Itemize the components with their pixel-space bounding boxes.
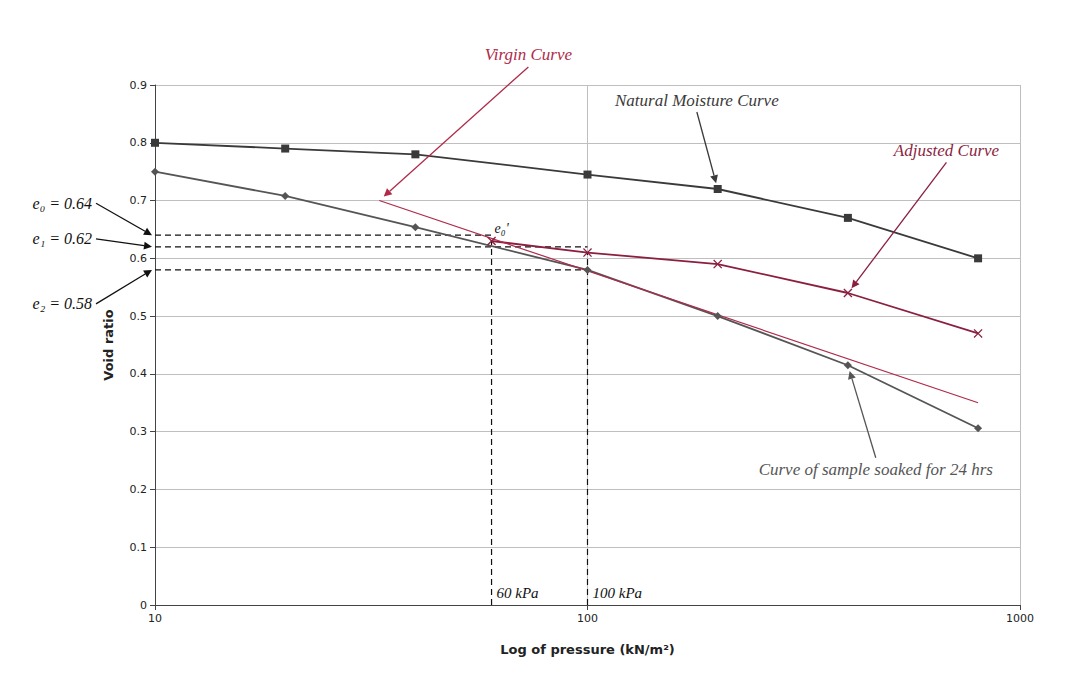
svg-text:Void ratio: Void ratio bbox=[101, 309, 116, 380]
svg-text:0.7: 0.7 bbox=[130, 194, 148, 207]
svg-text:0.6: 0.6 bbox=[130, 252, 148, 265]
svg-text:100: 100 bbox=[577, 612, 598, 625]
svg-text:0.1: 0.1 bbox=[130, 541, 148, 554]
svg-text:0.2: 0.2 bbox=[130, 483, 148, 496]
svg-text:Log of pressure (kN/m²): Log of pressure (kN/m²) bbox=[500, 642, 675, 657]
svg-text:100 kPa: 100 kPa bbox=[593, 585, 643, 601]
svg-text:0.3: 0.3 bbox=[130, 425, 148, 438]
svg-text:0.8: 0.8 bbox=[130, 136, 148, 149]
svg-text:Natural Moisture Curve: Natural Moisture Curve bbox=[614, 91, 779, 110]
svg-text:Curve of sample soaked for 24: Curve of sample soaked for 24 hrs bbox=[759, 460, 994, 479]
svg-text:0: 0 bbox=[140, 599, 147, 612]
svg-text:e₂ = 0.58: e₂ = 0.58 bbox=[33, 295, 92, 312]
svg-text:0.4: 0.4 bbox=[130, 367, 148, 380]
svg-text:Adjusted Curve: Adjusted Curve bbox=[893, 141, 1000, 160]
svg-text:60 kPa: 60 kPa bbox=[497, 585, 539, 601]
svg-text:0.5: 0.5 bbox=[130, 310, 148, 323]
svg-text:e₀': e₀' bbox=[495, 221, 510, 236]
svg-text:0.9: 0.9 bbox=[130, 79, 148, 92]
svg-text:10: 10 bbox=[148, 612, 162, 625]
svg-text:1000: 1000 bbox=[1006, 612, 1034, 625]
svg-text:e₁ = 0.62: e₁ = 0.62 bbox=[33, 230, 92, 247]
svg-text:Virgin Curve: Virgin Curve bbox=[485, 45, 573, 64]
svg-text:e₀ = 0.64: e₀ = 0.64 bbox=[33, 195, 92, 212]
